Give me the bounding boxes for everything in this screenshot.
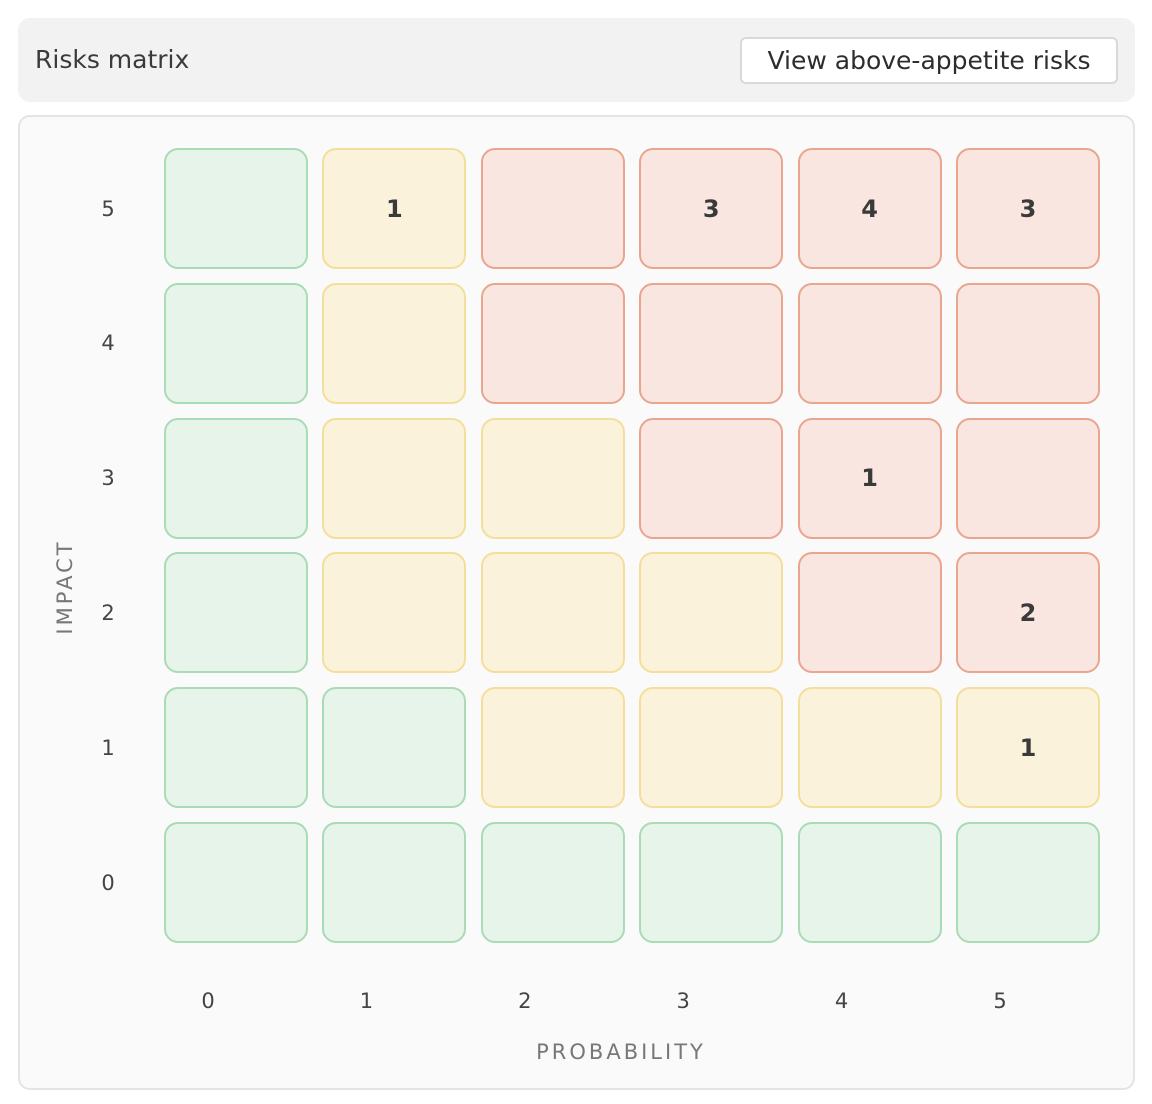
x-axis-tick: 1: [359, 989, 374, 1013]
matrix-cell-impact-3-probability-0[interactable]: [164, 417, 308, 539]
matrix-cell-impact-0-probability-2[interactable]: [480, 822, 625, 943]
matrix-cell-impact-3-probability-5[interactable]: [956, 417, 1100, 539]
view-above-appetite-risks-button[interactable]: View above-appetite risks: [740, 37, 1118, 84]
matrix-cell-impact-4-probability-0[interactable]: [164, 282, 308, 404]
matrix-cell-impact-1-probability-5[interactable]: 1: [956, 687, 1100, 809]
matrix-cell-impact-3-probability-1[interactable]: [322, 417, 467, 539]
y-axis-tick: 5: [101, 196, 115, 221]
matrix-cell-impact-1-probability-4[interactable]: [797, 687, 942, 809]
matrix-cell-impact-2-probability-5[interactable]: 2: [956, 552, 1100, 674]
matrix-cell-impact-5-probability-0[interactable]: [164, 148, 308, 269]
x-axis-tick: 3: [676, 989, 690, 1013]
matrix-cell-impact-0-probability-3[interactable]: [639, 822, 784, 943]
matrix-cell-impact-2-probability-3[interactable]: [639, 552, 784, 674]
matrix-cell-impact-0-probability-4[interactable]: [797, 822, 942, 943]
matrix-cell-impact-2-probability-1[interactable]: [322, 552, 467, 674]
matrix-header: Risks matrix View above-appetite risks: [18, 18, 1135, 102]
matrix-cell-impact-1-probability-1[interactable]: [322, 687, 467, 809]
y-axis-label: IMPACT: [53, 539, 77, 635]
matrix-cell-impact-1-probability-3[interactable]: [639, 687, 784, 809]
matrix-cell-impact-3-probability-2[interactable]: [480, 417, 625, 539]
matrix-cell-impact-0-probability-5[interactable]: [956, 822, 1100, 943]
matrix-cell-impact-2-probability-4[interactable]: [797, 552, 942, 674]
y-axis-tick: 1: [101, 735, 115, 760]
matrix-cell-impact-3-probability-3[interactable]: [639, 417, 784, 539]
matrix-cell-impact-4-probability-3[interactable]: [639, 282, 784, 404]
matrix-cell-impact-4-probability-4[interactable]: [797, 282, 942, 404]
matrix-cell-impact-4-probability-1[interactable]: [322, 282, 467, 404]
matrix-cell-impact-5-probability-4[interactable]: 4: [797, 148, 942, 269]
x-axis-tick: 4: [834, 989, 849, 1013]
x-axis-tick: 2: [518, 989, 532, 1013]
y-axis-tick: 4: [101, 331, 115, 356]
x-axis-label: PROBABILITY: [536, 1040, 706, 1064]
matrix-cell-impact-5-probability-1[interactable]: 1: [322, 148, 467, 269]
matrix-cell-impact-2-probability-2[interactable]: [480, 552, 625, 674]
matrix-cell-impact-0-probability-0[interactable]: [164, 822, 308, 943]
y-axis-tick: 2: [101, 600, 115, 625]
matrix-cell-impact-3-probability-4[interactable]: 1: [797, 417, 942, 539]
matrix-cell-impact-5-probability-3[interactable]: 3: [639, 148, 784, 269]
matrix-cell-impact-0-probability-1[interactable]: [322, 822, 467, 943]
matrix-cell-impact-1-probability-0[interactable]: [164, 687, 308, 809]
matrix-cell-impact-5-probability-2[interactable]: [480, 148, 625, 269]
x-axis-tick: 5: [993, 989, 1007, 1013]
matrix-cell-impact-5-probability-5[interactable]: 3: [956, 148, 1100, 269]
matrix-cell-impact-4-probability-5[interactable]: [956, 282, 1100, 404]
matrix-cell-impact-2-probability-0[interactable]: [164, 552, 308, 674]
page-title: Risks matrix: [35, 45, 190, 74]
y-axis-tick: 3: [101, 466, 115, 491]
x-axis-tick: 0: [201, 989, 215, 1013]
matrix-cell-impact-1-probability-2[interactable]: [480, 687, 625, 809]
matrix-cell-impact-4-probability-2[interactable]: [480, 282, 625, 404]
y-axis-tick: 0: [101, 870, 115, 895]
